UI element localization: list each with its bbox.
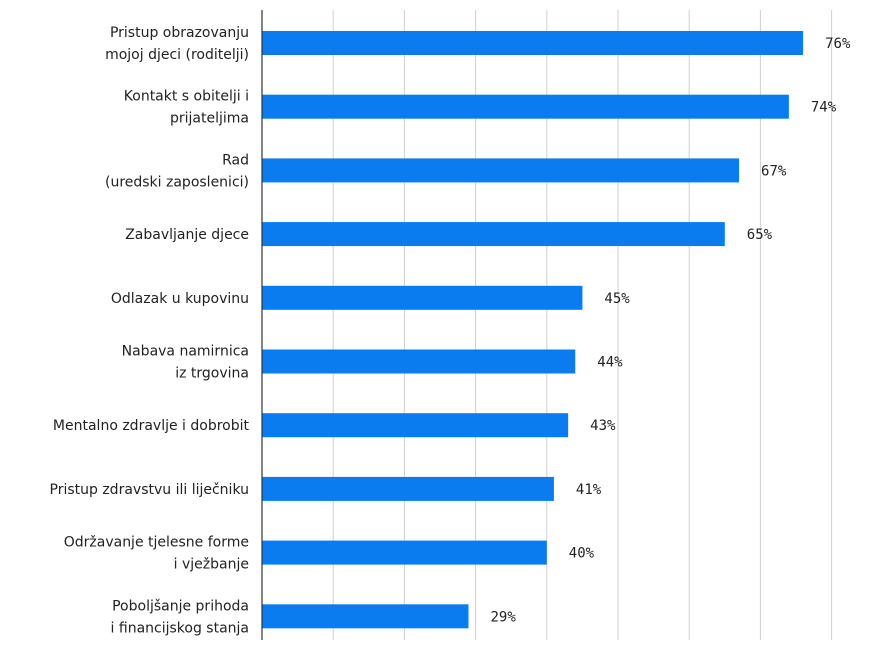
- category-label: i financijskog stanja: [111, 620, 249, 636]
- category-labels: Pristup obrazovanju mojoj djeci (roditelj…: [50, 25, 250, 636]
- category-label: mojoj djeci (roditelji): [105, 47, 249, 63]
- bar: [262, 94, 789, 119]
- category-label: Rad: [222, 152, 249, 168]
- category-label: (uredski zaposlenici): [105, 174, 249, 190]
- bar: [262, 349, 576, 374]
- category-label: prijateljima: [170, 111, 249, 127]
- value-label: 43%: [590, 418, 616, 434]
- value-label: 41%: [576, 482, 602, 498]
- category-label: i vježbanje: [174, 557, 249, 573]
- category-label: Kontakt s obitelji i: [124, 89, 249, 105]
- category-label: Mentalno zdravlje i dobrobit: [53, 418, 250, 434]
- bar: [262, 604, 469, 629]
- bar: [262, 540, 547, 565]
- bar: [262, 413, 569, 438]
- category-label: Poboljšanje prihoda: [112, 598, 249, 614]
- bar: [262, 158, 740, 183]
- value-label: 45%: [604, 291, 630, 307]
- bar: [262, 222, 725, 247]
- value-label: 67%: [761, 163, 787, 179]
- bar: [262, 285, 583, 310]
- category-label: Nabava namirnica: [122, 344, 249, 360]
- value-label: 29%: [490, 609, 516, 625]
- category-label: Odlazak u kupovinu: [111, 291, 249, 307]
- value-labels: 76% 74% 67% 65% 45% 44% 43% 41% 40% 29%: [490, 36, 850, 625]
- category-label: Zabavljanje djece: [125, 227, 249, 243]
- value-label: 74%: [811, 100, 837, 116]
- value-label: 76%: [825, 36, 851, 52]
- bar: [262, 476, 554, 501]
- category-label: iz trgovina: [175, 366, 249, 382]
- category-label: Pristup zdravstvu ili liječniku: [50, 482, 250, 498]
- value-label: 65%: [747, 227, 773, 243]
- bar: [262, 31, 804, 55]
- category-label: Pristup obrazovanju: [110, 25, 249, 41]
- value-label: 44%: [597, 355, 623, 371]
- category-label: Održavanje tjelesne forme: [64, 535, 249, 551]
- value-label: 40%: [569, 546, 595, 562]
- bars: [262, 31, 804, 629]
